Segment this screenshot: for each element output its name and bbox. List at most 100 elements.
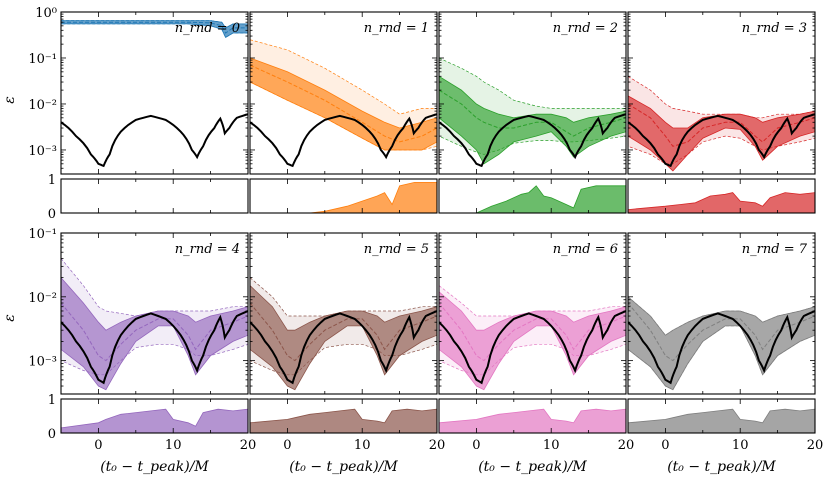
x-axis-title: (t₀ − t_peak)/M (478, 459, 587, 475)
x-tick-label: 10 (354, 438, 371, 453)
panel-label: n_rnd = 6 (553, 242, 618, 257)
x-tick-label: 0 (94, 438, 102, 453)
median-line (61, 302, 248, 362)
x-axis-title: (t₀ − t_peak)/M (289, 459, 398, 475)
subplot-2 (439, 185, 626, 213)
x-tick-label: 0 (283, 438, 291, 453)
panel-frame (438, 11, 627, 175)
panel-plot-3 (628, 75, 815, 172)
inner-band (439, 291, 626, 391)
outer-band (250, 39, 437, 151)
panel-plot-4 (61, 257, 248, 391)
x-tick-label: 0 (472, 438, 480, 453)
reference-curve (61, 310, 248, 385)
y-tick-label: 10⁻¹ (28, 227, 57, 242)
panel-0: n_rnd = 0 10⁰ 10⁻¹ 10⁻² 10⁻³ 1 0 (28, 6, 249, 222)
sub-y-tick-label: 0 (48, 207, 56, 222)
subplot-frame (627, 398, 816, 434)
ylabel-top: ε (2, 96, 18, 104)
panel-plot-0 (61, 20, 248, 168)
x-tick-label: 20 (240, 438, 257, 453)
median-line (250, 64, 437, 143)
median-line (628, 302, 815, 362)
panel-6: n_rnd = 6 0 10 20 (t₀ − t_peak)/M (438, 232, 635, 475)
subplot-6 (439, 408, 626, 433)
x-tick-label: 10 (543, 438, 560, 453)
subplot-1 (250, 182, 437, 213)
subplot-frame (438, 398, 627, 434)
x-axis-title: (t₀ − t_peak)/M (667, 459, 776, 475)
reference-curve (250, 310, 437, 385)
subplot-frame (627, 178, 816, 214)
reference-curve (439, 113, 626, 168)
median-line (439, 302, 626, 362)
panel-frame (438, 232, 627, 395)
inner-band (439, 75, 626, 165)
inner-band (250, 285, 437, 391)
median-line (250, 302, 437, 362)
fraction-area (250, 408, 437, 433)
panel-frame (60, 232, 249, 395)
panel-plot-1 (250, 39, 437, 168)
panel-label: n_rnd = 1 (364, 21, 429, 36)
panel-label: n_rnd = 2 (553, 21, 618, 36)
sub-y-tick-label: 1 (48, 393, 56, 408)
panel-frame (249, 232, 438, 395)
inner-band (61, 20, 248, 38)
subplot-frame (60, 398, 249, 434)
axis-labels: ε ε (2, 96, 18, 322)
sub-y-tick-label: 1 (48, 173, 56, 188)
subplot-frame (249, 398, 438, 434)
panel-frame (249, 11, 438, 175)
x-tick-label: 20 (807, 438, 824, 453)
x-tick-label: 0 (661, 438, 669, 453)
fraction-area (61, 408, 248, 433)
fraction-area (439, 185, 626, 213)
subplot-3 (628, 192, 815, 213)
median-line (61, 21, 248, 34)
x-tick-label: 10 (165, 438, 182, 453)
x-tick-label: 10 (732, 438, 749, 453)
fraction-area (628, 408, 815, 433)
subplot-frame (438, 178, 627, 214)
x-tick-label: 20 (618, 438, 635, 453)
panel-plot-5 (250, 277, 437, 391)
y-tick-label: 10⁰ (35, 6, 57, 21)
panel-2: n_rnd = 2 (438, 11, 627, 214)
median-line (439, 89, 626, 137)
inner-band (628, 296, 815, 391)
ylabel-bottom: ε (2, 314, 18, 322)
subplot-frame (249, 178, 438, 214)
panel-plot-7 (628, 296, 815, 391)
panel-label: n_rnd = 3 (742, 21, 807, 36)
fraction-area (628, 192, 815, 213)
median-line (628, 103, 815, 147)
panel-1: n_rnd = 1 (249, 11, 438, 214)
sub-y-tick-label: 0 (48, 427, 56, 442)
panel-plot-6 (439, 285, 626, 391)
panel-label: n_rnd = 4 (175, 242, 240, 257)
fraction-area (439, 408, 626, 433)
y-tick-label: 10⁻² (28, 98, 57, 113)
reference-curve (439, 310, 626, 385)
panel-frame (627, 232, 816, 395)
fraction-area (250, 182, 437, 213)
inner-band (628, 95, 815, 172)
y-tick-label: 10⁻³ (28, 144, 57, 159)
panel-3: n_rnd = 3 (627, 11, 816, 214)
y-tick-label: 10⁻² (28, 291, 57, 306)
reference-curve (628, 310, 815, 385)
panel-5: n_rnd = 5 0 10 20 (t₀ − t_peak)/M (249, 232, 446, 475)
panel-label: n_rnd = 5 (364, 242, 429, 257)
panel-plot-2 (439, 57, 626, 168)
x-axis-title: (t₀ − t_peak)/M (100, 459, 209, 475)
reference-curve (628, 113, 815, 168)
subplot-frame (60, 178, 249, 214)
y-tick-label: 10⁻¹ (28, 52, 57, 67)
subplot-5 (250, 408, 437, 433)
x-tick-label: 20 (429, 438, 446, 453)
panel-frame (627, 11, 816, 175)
